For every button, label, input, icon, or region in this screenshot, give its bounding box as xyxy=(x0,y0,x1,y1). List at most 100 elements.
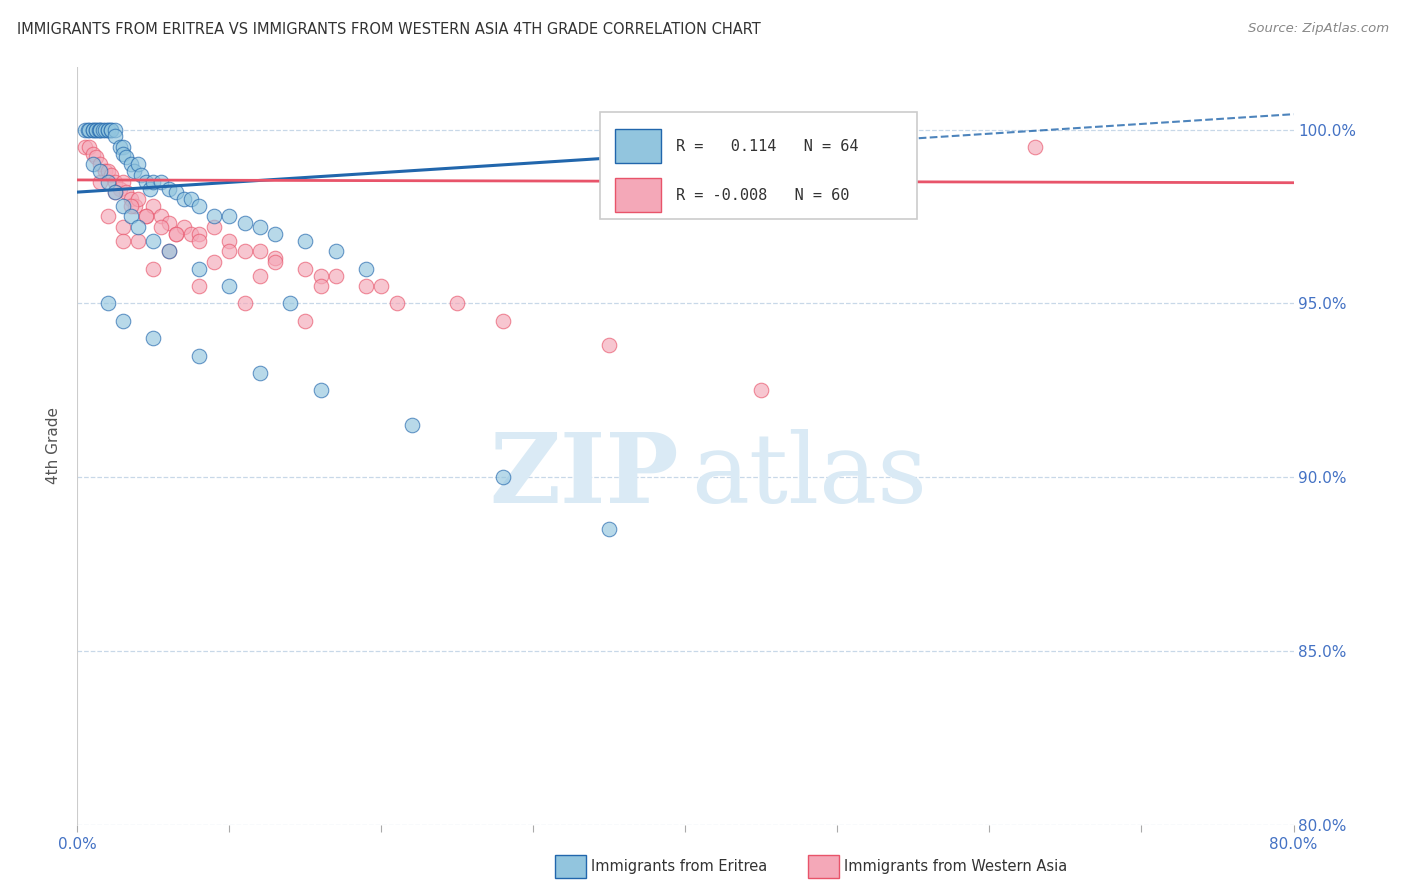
Text: atlas: atlas xyxy=(692,429,928,524)
Text: R = -0.008   N = 60: R = -0.008 N = 60 xyxy=(676,187,849,202)
Point xyxy=(249,366,271,380)
Point xyxy=(142,331,165,345)
Point xyxy=(97,122,120,136)
Point xyxy=(188,349,211,363)
Point xyxy=(278,296,301,310)
Point xyxy=(87,122,110,136)
Text: ZIP: ZIP xyxy=(489,429,679,524)
Point xyxy=(202,219,225,234)
Point xyxy=(111,219,134,234)
Point xyxy=(104,185,127,199)
Point xyxy=(173,192,195,206)
Point xyxy=(1024,140,1046,154)
Point xyxy=(104,129,127,144)
Point xyxy=(218,210,240,224)
Point xyxy=(89,157,111,171)
Point xyxy=(401,418,423,433)
Point xyxy=(233,244,256,259)
Point xyxy=(446,296,468,310)
Point xyxy=(111,234,134,248)
Point xyxy=(309,268,332,283)
Point xyxy=(180,227,202,241)
Point xyxy=(91,122,114,136)
Point xyxy=(127,219,149,234)
Point xyxy=(127,157,149,171)
Point xyxy=(188,234,211,248)
Point xyxy=(84,122,107,136)
Point xyxy=(73,122,96,136)
Point xyxy=(157,244,180,259)
Point xyxy=(149,175,172,189)
Point xyxy=(264,227,287,241)
Point xyxy=(127,234,149,248)
Point xyxy=(139,181,162,195)
Point xyxy=(104,185,127,199)
Point xyxy=(100,122,122,136)
Point xyxy=(325,268,347,283)
Point xyxy=(127,192,149,206)
Y-axis label: 4th Grade: 4th Grade xyxy=(46,408,62,484)
Point xyxy=(233,296,256,310)
Point xyxy=(751,384,773,398)
Point xyxy=(100,168,122,182)
Point xyxy=(188,227,211,241)
Point xyxy=(108,140,131,154)
Point xyxy=(135,175,157,189)
Text: IMMIGRANTS FROM ERITREA VS IMMIGRANTS FROM WESTERN ASIA 4TH GRADE CORRELATION CH: IMMIGRANTS FROM ERITREA VS IMMIGRANTS FR… xyxy=(17,22,761,37)
Point xyxy=(97,210,120,224)
Point xyxy=(82,146,104,161)
Point xyxy=(173,219,195,234)
Point xyxy=(142,234,165,248)
Point xyxy=(157,216,180,230)
Point xyxy=(188,261,211,276)
Point xyxy=(111,140,134,154)
Point xyxy=(115,185,138,199)
Point xyxy=(249,268,271,283)
Point xyxy=(120,157,142,171)
Point xyxy=(149,219,172,234)
Point xyxy=(93,164,115,178)
Point xyxy=(97,296,120,310)
Point xyxy=(122,164,145,178)
Point xyxy=(354,279,377,293)
FancyBboxPatch shape xyxy=(600,112,917,219)
Point xyxy=(120,210,142,224)
Point xyxy=(89,122,111,136)
Point xyxy=(120,192,142,206)
Text: Source: ZipAtlas.com: Source: ZipAtlas.com xyxy=(1249,22,1389,36)
Point xyxy=(73,140,96,154)
Point xyxy=(111,314,134,328)
Text: Immigrants from Eritrea: Immigrants from Eritrea xyxy=(591,859,766,873)
Point xyxy=(370,279,392,293)
Point xyxy=(202,210,225,224)
Point xyxy=(598,338,620,352)
Point xyxy=(249,244,271,259)
Point xyxy=(84,150,107,164)
Point xyxy=(120,199,142,213)
Point xyxy=(165,185,187,199)
Text: Immigrants from Western Asia: Immigrants from Western Asia xyxy=(844,859,1067,873)
Point xyxy=(309,279,332,293)
Point xyxy=(108,181,131,195)
Point xyxy=(202,254,225,268)
Bar xyxy=(614,178,661,212)
Point xyxy=(294,234,316,248)
Point xyxy=(89,164,111,178)
Point xyxy=(111,199,134,213)
Point xyxy=(82,157,104,171)
Point xyxy=(97,175,120,189)
Point xyxy=(115,150,138,164)
Point xyxy=(135,210,157,224)
Point xyxy=(294,314,316,328)
Point xyxy=(82,122,104,136)
Point xyxy=(89,122,111,136)
Point xyxy=(129,168,152,182)
Point xyxy=(124,199,146,213)
Point xyxy=(142,261,165,276)
Point xyxy=(104,175,127,189)
Point xyxy=(180,192,202,206)
Point xyxy=(354,261,377,276)
Point xyxy=(111,175,134,189)
Point xyxy=(93,122,115,136)
Point xyxy=(165,227,187,241)
